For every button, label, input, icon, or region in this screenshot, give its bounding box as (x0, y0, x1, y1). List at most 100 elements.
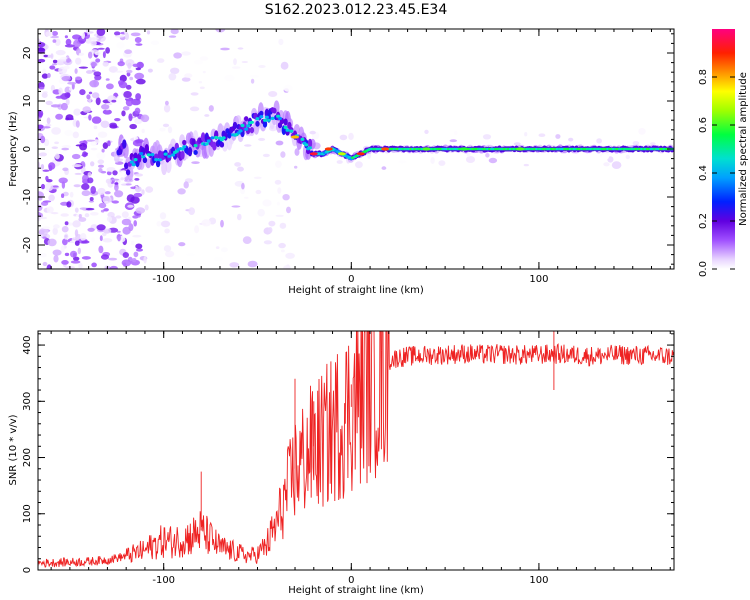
spectrogram-noise-blob (229, 262, 239, 268)
spectrogram-noise-blob (62, 238, 68, 246)
spectrogram-noise-blob (54, 38, 61, 46)
spectrogram-noise-blob (64, 129, 73, 137)
spectrogram-noise-blob (258, 137, 266, 141)
ridge-hotspot (381, 147, 390, 151)
ridge-core (263, 118, 267, 122)
ridge-core (163, 152, 168, 156)
spectrogram-noise-blob (237, 166, 244, 172)
ridge-hotspot (291, 135, 299, 139)
spectrogram-noise-blob (102, 61, 109, 67)
spectrogram-noise-blob (135, 78, 146, 85)
spectrogram-noise-blob (101, 104, 110, 110)
spectrogram-noise-blob (177, 188, 186, 195)
ridge-core (278, 116, 282, 121)
spectrogram-noise-blob (61, 145, 71, 149)
spectrogram-noise-blob (276, 201, 280, 206)
spectrogram-noise-blob (47, 73, 51, 78)
ridge-body (232, 121, 238, 130)
spectrogram-noise-blob (79, 207, 88, 210)
spectrogram-noise-blob (106, 171, 112, 176)
spectrogram-noise-blob (51, 31, 59, 36)
spectrogram-noise-blob (98, 164, 104, 168)
spectrogram-noise-blob (55, 49, 66, 56)
spectrogram-noise-blob (262, 153, 270, 158)
spectrogram-noise-blob (73, 184, 81, 188)
spectrogram-noise-blob (41, 92, 48, 98)
spectrogram-noise-blob (135, 93, 142, 101)
spectrogram-noise-blob (78, 66, 89, 69)
spectrogram-noise-blob (246, 186, 250, 190)
spectrogram-noise-blob (163, 245, 172, 252)
spectrogram-noise-blob (97, 159, 105, 164)
spectrogram-noise-blob (119, 170, 128, 178)
spectrogram-noise-blob (45, 100, 53, 106)
spectrogram-noise-blob (90, 212, 99, 216)
spectrogram-noise-blob (38, 161, 41, 169)
spectrogram-noise-blob (258, 65, 266, 68)
spectrogram-noise-blob (121, 259, 132, 267)
spectrogram-noise-blob (488, 157, 498, 164)
colorbar: 0.0 0.2 0.4 0.6 0.8 Normalized spectral ampl… (698, 29, 749, 277)
spectrogram-noise-blob (134, 186, 142, 193)
spectrogram-noise-blob (50, 35, 59, 39)
spectrogram-noise-blob (79, 89, 86, 96)
spectrogram-noise-blob (72, 131, 80, 139)
spectrogram-noise-blob (220, 47, 230, 51)
spectrogram-noise-blob (638, 127, 646, 135)
spectrogram-noise-blob (131, 98, 141, 106)
spectrogram-noise-blob (134, 178, 140, 181)
spectrogram-noise-blob (603, 162, 610, 167)
spectrogram-noise-blob (482, 134, 492, 140)
spectrogram-noise-blob (88, 114, 92, 121)
spectrogram-noise-blob (74, 172, 82, 175)
spectrogram-noise-blob (38, 124, 44, 130)
spectrogram-noise-blob (89, 37, 99, 40)
snr-line (38, 331, 674, 569)
spectrogram-noise-blob (165, 100, 169, 106)
spectrogram-noise (38, 29, 656, 269)
spectrogram-noise-blob (215, 246, 220, 250)
colorbar-tick-label: 0.2 (698, 213, 709, 229)
spectrogram-noise-blob (78, 262, 83, 269)
spectrogram-noise-blob (74, 68, 78, 74)
spectrogram-noise-blob (64, 252, 70, 257)
spectrogram-noise-blob (101, 148, 105, 153)
spectrogram-noise-blob (167, 126, 173, 134)
spectrogram-noise-blob (108, 66, 118, 73)
spectrogram-noise-blob (146, 30, 151, 35)
spectrogram-noise-blob (125, 183, 132, 186)
spectrogram-noise-blob (105, 78, 110, 81)
ridge-hotspot (324, 147, 333, 151)
spectrogram-noise-blob (90, 40, 97, 47)
colorbar-label: Normalized spectral amplitude (738, 72, 749, 226)
spectrogram-noise-blob (193, 59, 204, 65)
y-tick-label: 0 (22, 567, 33, 573)
ridge-core (255, 117, 260, 121)
ridge-core (285, 128, 290, 132)
ridge-body (124, 162, 129, 170)
ridge-core (259, 115, 264, 119)
spectrogram-noise-blob (118, 80, 124, 86)
spectrogram-noise-blob (74, 207, 79, 213)
ridge-core (270, 116, 275, 120)
spectrogram-noise-blob (75, 57, 82, 65)
colorbar-ticks: 0.0 0.2 0.4 0.6 0.8 (698, 69, 735, 277)
spectrogram-noise-blob (271, 263, 279, 269)
spectrogram-noise-blob (268, 91, 278, 97)
spectrogram-noise-blob (98, 168, 103, 173)
spectrogram-noise-blob (309, 130, 316, 135)
spectrogram-noise-blob (45, 124, 52, 127)
spectrogram-noise-blob (140, 114, 150, 123)
spectrogram-noise-blob (103, 208, 109, 212)
y-tick-label: 20 (22, 47, 33, 60)
spectrogram-noise-blob (42, 236, 47, 239)
spectrogram-noise-blob (96, 224, 106, 231)
spectrogram-noise-blob (186, 253, 195, 257)
spectrogram-noise-blob (61, 260, 69, 265)
spectrogram-noise-blob (398, 160, 407, 164)
spectrogram-noise-blob (184, 73, 193, 78)
spectrogram-noise-blob (141, 128, 145, 134)
spectrogram-noise-blob (43, 54, 48, 58)
spectrogram-noise-blob (159, 127, 166, 132)
